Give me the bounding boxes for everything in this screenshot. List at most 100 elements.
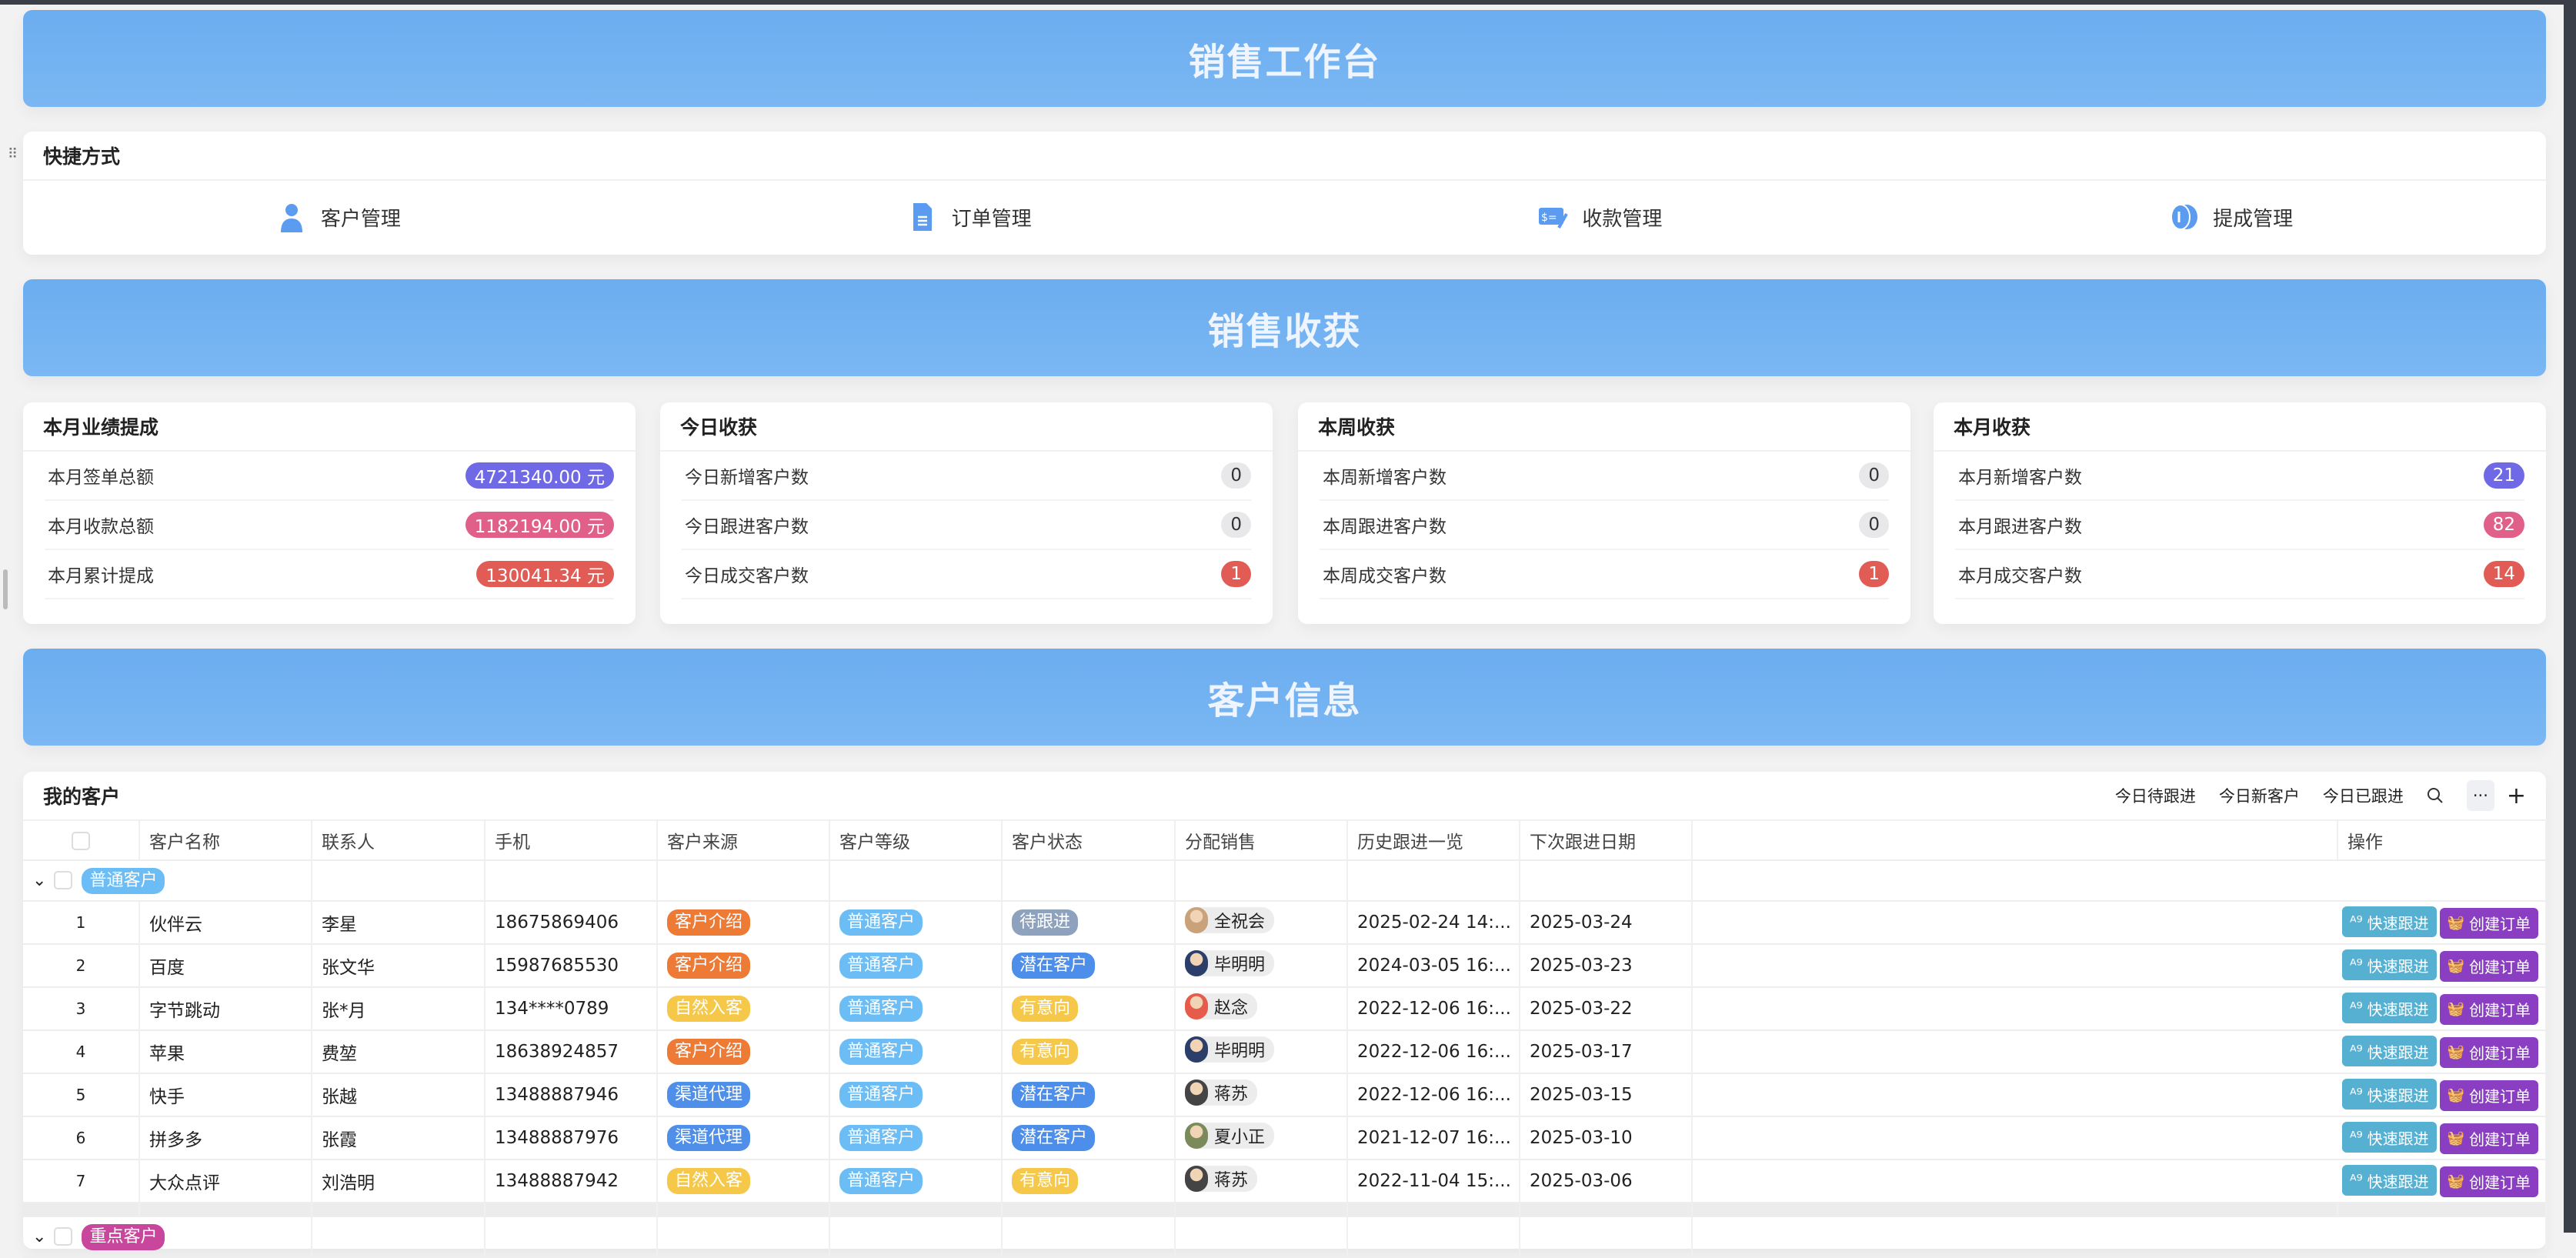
level-tag: 普通客户 <box>839 1168 923 1194</box>
column-header[interactable]: 客户来源 <box>657 819 830 861</box>
card-title: 本月业绩提成 <box>23 402 636 452</box>
scrollbar[interactable] <box>3 569 8 609</box>
column-header[interactable]: 操作 <box>2337 819 2547 861</box>
create-order-button[interactable]: 🧺 创建订单 <box>2439 1166 2539 1197</box>
create-order-button[interactable]: 🧺 创建订单 <box>2439 993 2539 1025</box>
table-row[interactable]: 6 拼多多 张霞 13488887976 渠道代理 普通客户 潜在客户 夏小正 2021-12-… <box>23 1116 2547 1160</box>
history-followup: 2022-12-06 16:... <box>1357 1085 1511 1105</box>
table-row[interactable]: 5 快手 张越 13488887946 渠道代理 普通客户 潜在客户 蒋苏 2022-12-06… <box>23 1073 2547 1117</box>
source-tag: 自然入客 <box>667 996 751 1022</box>
chevron-down-icon[interactable]: ⌄ <box>32 870 47 890</box>
row-number: 2 <box>75 956 86 975</box>
sales-chip: 蒋苏 <box>1185 1079 1258 1106</box>
group-checkbox[interactable] <box>54 871 73 889</box>
quick-payment-management[interactable]: $= 收款管理 <box>1285 202 1916 232</box>
table-row[interactable]: 4 苹果 费堃 18638924857 客户介绍 普通客户 有意向 毕明明 2022-12-06… <box>23 1030 2547 1074</box>
customer-name[interactable]: 拼多多 <box>149 1130 202 1150</box>
sales-name: 全祝会 <box>1214 913 1266 932</box>
status-tag: 潜在客户 <box>1012 1125 1096 1151</box>
column-header[interactable]: 历史跟进一览 <box>1347 819 1520 861</box>
sales-name: 蒋苏 <box>1214 1085 1249 1104</box>
customer-name[interactable]: 字节跳动 <box>149 1001 220 1021</box>
stat-row: 本月签单总额 4721340.00 元 <box>45 452 614 501</box>
quick-follow-button[interactable]: ᴬ⁹ 快速跟进 <box>2342 1036 2437 1067</box>
row-number: 5 <box>75 1086 86 1104</box>
filter-today-followed[interactable]: 今日已跟进 <box>2322 787 2404 806</box>
column-header[interactable]: 手机 <box>485 819 658 861</box>
group-tag: 普通客户 <box>82 867 165 894</box>
quick-follow-button[interactable]: ᴬ⁹ 快速跟进 <box>2342 949 2437 981</box>
stat-label: 本周跟进客户数 <box>1323 517 1446 537</box>
table-row[interactable]: 2 百度 张文华 15987685530 客户介绍 普通客户 潜在客户 毕明明 2024-03-… <box>23 944 2547 988</box>
customer-name[interactable]: 苹果 <box>149 1044 185 1064</box>
sales-chip: 毕明明 <box>1185 950 1275 976</box>
quick-customer-management[interactable]: 客户管理 <box>23 202 654 232</box>
quick-follow-button[interactable]: ᴬ⁹ 快速跟进 <box>2342 993 2437 1024</box>
column-header[interactable]: 联系人 <box>312 819 486 861</box>
customer-name[interactable]: 百度 <box>149 958 185 978</box>
quick-follow-button[interactable]: ᴬ⁹ 快速跟进 <box>2342 1165 2437 1196</box>
phone: 18638924857 <box>495 1042 619 1062</box>
basket-icon: 🧺 <box>2447 1130 2465 1147</box>
stat-row: 今日新增客户数 0 <box>682 452 1251 501</box>
column-header[interactable]: 客户名称 <box>139 819 312 861</box>
column-header[interactable] <box>1692 819 2338 861</box>
add-icon[interactable]: + <box>2506 782 2526 809</box>
chevron-down-icon[interactable]: ⌄ <box>32 1226 47 1246</box>
status-tag: 有意向 <box>1012 996 1079 1022</box>
contact-name: 费堃 <box>322 1044 357 1064</box>
quick-commission-management[interactable]: 提成管理 <box>1915 202 2546 232</box>
basket-icon: 🧺 <box>2447 1044 2465 1061</box>
sales-chip: 夏小正 <box>1185 1123 1275 1149</box>
history-followup: 2021-12-07 16:... <box>1357 1128 1511 1148</box>
phone: 13488887942 <box>495 1171 619 1191</box>
create-order-button[interactable]: 🧺 创建订单 <box>2439 1079 2539 1111</box>
search-icon[interactable] <box>2427 787 2444 804</box>
create-order-button[interactable]: 🧺 创建订单 <box>2439 907 2539 939</box>
stat-label: 本月跟进客户数 <box>1958 517 2082 537</box>
stat-badge: 1 <box>1859 561 1889 587</box>
drag-handle-icon[interactable]: ⠿ <box>8 146 18 162</box>
stat-label: 今日成交客户数 <box>685 566 809 586</box>
svg-text:$=: $= <box>1541 212 1557 224</box>
status-tag: 有意向 <box>1012 1039 1079 1065</box>
column-header[interactable]: 分配销售 <box>1175 819 1348 861</box>
create-order-button[interactable]: 🧺 创建订单 <box>2439 1036 2539 1068</box>
table-row[interactable]: 1 伙伴云 李星 18675869406 客户介绍 普通客户 待跟进 全祝会 2025-02-2… <box>23 901 2547 945</box>
quick-follow-button[interactable]: ᴬ⁹ 快速跟进 <box>2342 1079 2437 1110</box>
next-followup-date: 2025-03-06 <box>1530 1171 1633 1191</box>
stat-label: 本月签单总额 <box>48 468 154 488</box>
stat-label: 本月累计提成 <box>48 566 154 586</box>
avatar <box>1185 1166 1208 1192</box>
column-header[interactable]: 下次跟进日期 <box>1520 819 1693 861</box>
create-order-button[interactable]: 🧺 创建订单 <box>2439 950 2539 982</box>
column-header[interactable]: 客户状态 <box>1002 819 1176 861</box>
stat-card: 今日收获 今日新增客户数 0 今日跟进客户数 0 今日成交客户数 1 <box>660 402 1273 624</box>
create-order-button[interactable]: 🧺 创建订单 <box>2439 1123 2539 1154</box>
group-checkbox[interactable] <box>54 1227 73 1246</box>
column-header[interactable]: 客户等级 <box>829 819 1003 861</box>
more-icon[interactable]: ··· <box>2466 780 2494 811</box>
document-icon <box>913 203 932 231</box>
quick-order-management[interactable]: 订单管理 <box>654 202 1285 232</box>
filter-today-new[interactable]: 今日新客户 <box>2218 787 2300 806</box>
quick-follow-button[interactable]: ᴬ⁹ 快速跟进 <box>2342 906 2437 938</box>
button-label: 创建订单 <box>2469 1001 2531 1020</box>
filter-today-pending[interactable]: 今日待跟进 <box>2114 787 2196 806</box>
customer-name[interactable]: 伙伴云 <box>149 915 202 935</box>
customer-name[interactable]: 快手 <box>149 1087 185 1107</box>
row-number: 3 <box>75 999 86 1018</box>
table-row[interactable]: 7 大众点评 刘浩明 13488887942 自然入客 普通客户 有意向 蒋苏 2022-11-… <box>23 1160 2547 1203</box>
stat-card: 本月业绩提成 本月签单总额 4721340.00 元本月收款总额 1182194.00… <box>23 402 636 624</box>
banner-workbench: 销售工作台 <box>23 10 2546 107</box>
select-all-checkbox[interactable] <box>72 831 90 850</box>
stat-row: 本月成交客户数 14 <box>1955 550 2524 599</box>
quick-label: 客户管理 <box>320 207 401 231</box>
banner-title: 客户信息 <box>1207 679 1362 722</box>
quick-follow-button[interactable]: ᴬ⁹ 快速跟进 <box>2342 1122 2437 1153</box>
stat-row: 本月跟进客户数 82 <box>1955 501 2524 550</box>
stat-label: 本月收款总额 <box>48 517 154 537</box>
stat-label: 本周成交客户数 <box>1323 566 1446 586</box>
customer-name[interactable]: 大众点评 <box>149 1173 220 1193</box>
table-row[interactable]: 3 字节跳动 张*月 134****0789 自然入客 普通客户 有意向 赵念 2022-12-… <box>23 987 2547 1031</box>
